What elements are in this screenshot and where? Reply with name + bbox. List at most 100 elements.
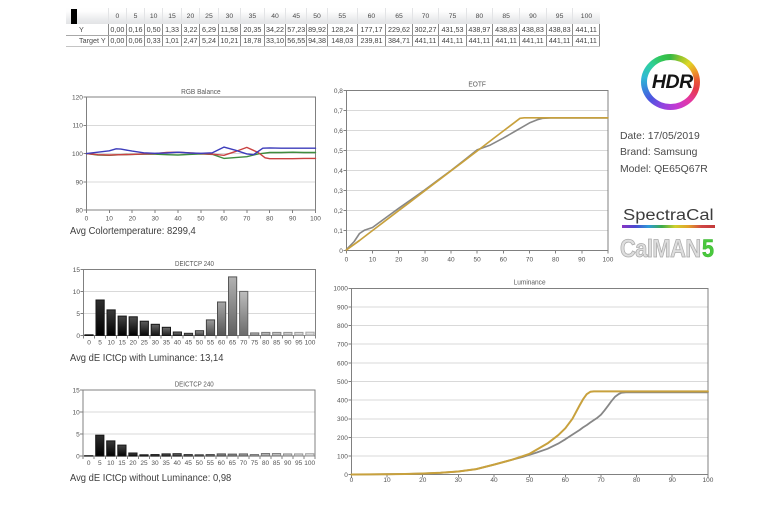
svg-text:40: 40 xyxy=(173,460,181,467)
svg-text:0,4: 0,4 xyxy=(334,168,343,175)
svg-text:0: 0 xyxy=(339,248,343,255)
svg-text:120: 120 xyxy=(72,94,83,101)
svg-text:90: 90 xyxy=(284,340,292,347)
svg-text:95: 95 xyxy=(295,460,303,467)
svg-text:400: 400 xyxy=(337,398,348,405)
svg-text:75: 75 xyxy=(251,340,259,347)
svg-text:70: 70 xyxy=(240,340,248,347)
svg-text:0: 0 xyxy=(76,333,80,340)
svg-text:45: 45 xyxy=(185,460,193,467)
svg-text:110: 110 xyxy=(73,123,84,130)
svg-text:300: 300 xyxy=(337,416,348,423)
svg-text:200: 200 xyxy=(337,435,348,442)
svg-text:50: 50 xyxy=(196,460,204,467)
svg-text:0,7: 0,7 xyxy=(334,108,343,115)
svg-text:500: 500 xyxy=(337,379,348,386)
svg-text:100: 100 xyxy=(72,151,83,158)
svg-text:80: 80 xyxy=(262,460,270,467)
svg-text:90: 90 xyxy=(284,460,292,467)
svg-text:90: 90 xyxy=(578,257,586,264)
svg-text:70: 70 xyxy=(597,477,605,484)
svg-text:60: 60 xyxy=(500,257,508,264)
svg-text:40: 40 xyxy=(174,340,182,347)
svg-text:20: 20 xyxy=(129,215,137,222)
svg-text:0: 0 xyxy=(344,472,348,479)
svg-text:80: 80 xyxy=(76,208,84,215)
svg-text:65: 65 xyxy=(229,340,237,347)
svg-text:0,8: 0,8 xyxy=(334,88,343,95)
svg-text:35: 35 xyxy=(162,460,170,467)
svg-text:EOTF: EOTF xyxy=(468,79,486,88)
svg-text:600: 600 xyxy=(337,360,348,367)
svg-text:100: 100 xyxy=(602,257,613,264)
svg-text:95: 95 xyxy=(295,340,303,347)
svg-text:55: 55 xyxy=(207,340,215,347)
svg-text:RGB Balance: RGB Balance xyxy=(181,87,221,96)
svg-text:25: 25 xyxy=(141,340,149,347)
svg-text:0: 0 xyxy=(87,340,91,347)
svg-text:60: 60 xyxy=(218,460,226,467)
svg-text:0,5: 0,5 xyxy=(334,148,343,155)
svg-text:70: 70 xyxy=(243,215,251,222)
svg-text:0,2: 0,2 xyxy=(334,208,343,215)
svg-text:15: 15 xyxy=(118,460,126,467)
svg-text:0: 0 xyxy=(76,454,80,461)
svg-text:50: 50 xyxy=(526,477,534,484)
svg-text:DEICTCP 240: DEICTCP 240 xyxy=(175,380,214,389)
svg-text:10: 10 xyxy=(73,289,81,296)
svg-text:DEICTCP 240: DEICTCP 240 xyxy=(175,259,214,268)
svg-text:70: 70 xyxy=(526,257,534,264)
svg-text:5: 5 xyxy=(76,311,80,318)
svg-text:900: 900 xyxy=(337,304,348,311)
svg-text:100: 100 xyxy=(337,454,348,461)
svg-text:30: 30 xyxy=(151,215,159,222)
svg-text:50: 50 xyxy=(197,215,205,222)
svg-text:70: 70 xyxy=(240,460,248,467)
svg-text:10: 10 xyxy=(106,215,114,222)
svg-text:10: 10 xyxy=(383,477,391,484)
svg-text:100: 100 xyxy=(310,215,321,222)
svg-text:10: 10 xyxy=(107,460,115,467)
svg-text:700: 700 xyxy=(337,342,348,349)
svg-text:30: 30 xyxy=(151,460,159,467)
svg-text:10: 10 xyxy=(107,340,115,347)
svg-text:80: 80 xyxy=(262,340,270,347)
svg-text:100: 100 xyxy=(304,460,315,467)
svg-text:50: 50 xyxy=(473,257,481,264)
svg-text:60: 60 xyxy=(218,340,226,347)
svg-text:30: 30 xyxy=(455,477,463,484)
svg-text:80: 80 xyxy=(266,215,274,222)
svg-text:85: 85 xyxy=(273,460,281,467)
svg-text:90: 90 xyxy=(76,179,84,186)
svg-text:100: 100 xyxy=(305,340,316,347)
svg-text:0,1: 0,1 xyxy=(334,228,343,235)
svg-text:40: 40 xyxy=(490,477,498,484)
svg-text:800: 800 xyxy=(337,323,348,330)
svg-text:15: 15 xyxy=(73,267,81,274)
svg-text:5: 5 xyxy=(98,340,102,347)
svg-text:35: 35 xyxy=(163,340,171,347)
svg-text:40: 40 xyxy=(174,215,182,222)
svg-text:30: 30 xyxy=(421,257,429,264)
svg-text:80: 80 xyxy=(633,477,641,484)
svg-text:85: 85 xyxy=(273,340,281,347)
svg-text:40: 40 xyxy=(447,257,455,264)
svg-text:80: 80 xyxy=(552,257,560,264)
svg-text:45: 45 xyxy=(185,340,193,347)
svg-text:10: 10 xyxy=(72,409,80,416)
svg-text:60: 60 xyxy=(220,215,228,222)
svg-text:Luminance: Luminance xyxy=(514,277,546,286)
svg-text:5: 5 xyxy=(76,432,80,439)
svg-text:90: 90 xyxy=(669,477,677,484)
svg-text:55: 55 xyxy=(207,460,215,467)
svg-text:25: 25 xyxy=(140,460,148,467)
svg-text:1000: 1000 xyxy=(333,286,348,293)
svg-text:20: 20 xyxy=(395,257,403,264)
svg-text:20: 20 xyxy=(129,460,137,467)
svg-text:60: 60 xyxy=(562,477,570,484)
svg-text:0,3: 0,3 xyxy=(334,188,343,195)
svg-text:0: 0 xyxy=(87,460,91,467)
svg-text:5: 5 xyxy=(98,460,102,467)
svg-text:15: 15 xyxy=(72,387,80,394)
svg-text:0: 0 xyxy=(345,257,349,264)
